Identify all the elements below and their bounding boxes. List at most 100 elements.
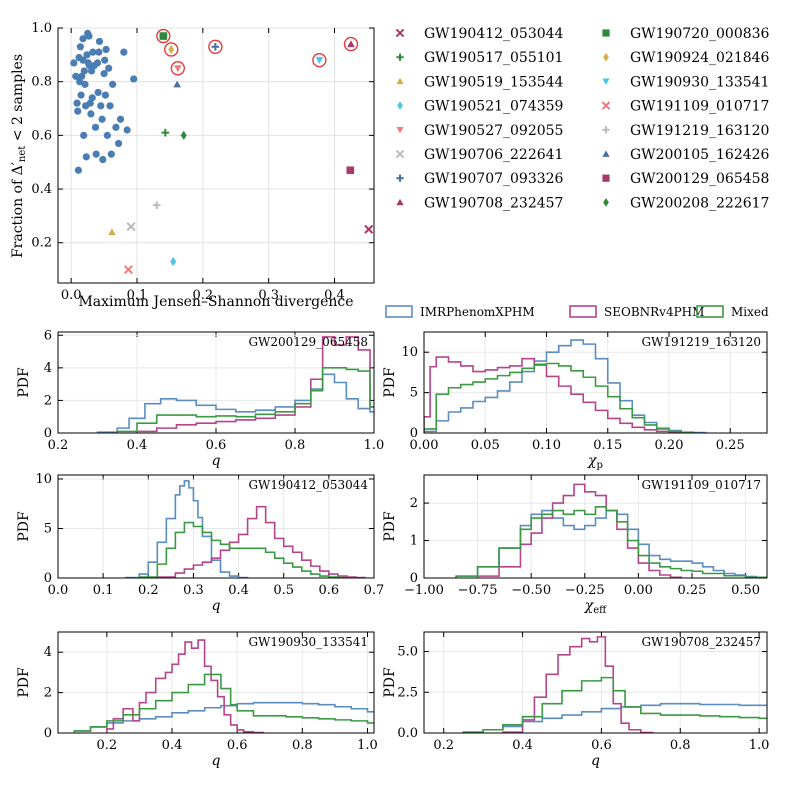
scatter-point: [100, 70, 108, 78]
highlight-ring: [156, 28, 171, 44]
scatter-point: [114, 139, 123, 148]
x-tick-label: 0.8: [285, 438, 306, 453]
scatter-point: [73, 99, 81, 107]
series-SEOBNRv4PHM: [136, 336, 374, 433]
y-axis-label: PDF: [16, 511, 32, 542]
scatter-point: [101, 91, 109, 99]
series-IMRPhenomXPHM: [124, 480, 249, 578]
legend-marker: [602, 150, 610, 157]
y-tick-label: 5: [410, 386, 418, 401]
scatter-y-axis-label: Fraction of Δ′net < 2 samples: [10, 54, 28, 258]
panel-frame: [57, 331, 375, 434]
scatter-x-tick-label: 0.0: [61, 288, 82, 303]
x-tick-label: 0.25: [716, 438, 745, 453]
scatter-y-tick-label: 0.6: [31, 128, 52, 143]
x-tick-label: −0.75: [458, 583, 498, 598]
x-tick-label: 0.10: [532, 438, 561, 453]
x-tick-label: 0.4: [512, 738, 533, 753]
series-IMRPhenomXPHM: [424, 339, 707, 433]
scatter-point: [95, 37, 104, 46]
scatter-point: [70, 59, 78, 67]
legend-marker: [396, 77, 404, 85]
series-SEOBNRv4PHM: [156, 505, 366, 578]
legend-marker: [602, 174, 610, 182]
x-tick-label: 1.0: [749, 738, 770, 753]
scatter-point: [76, 43, 84, 51]
highlight-ring: [208, 39, 223, 54]
event-marker: [126, 222, 136, 232]
legend-label: GW200105_162426: [630, 147, 770, 163]
scatter-point: [97, 102, 105, 110]
x-tick-label: 0.2: [138, 583, 159, 598]
scatter-point: [130, 75, 138, 83]
scatter-point: [99, 155, 107, 164]
scatter-x-tick-label: 0.3: [258, 288, 279, 303]
series-IMRPhenomXPHM: [73, 701, 374, 733]
event-marker: [346, 166, 355, 175]
y-tick-label: 0.0: [397, 726, 418, 741]
panel-frame: [423, 631, 768, 734]
scatter-point: [89, 48, 97, 56]
x-tick-label: 0.4: [127, 438, 148, 453]
panel-event-label: GW190412_053044: [248, 478, 368, 492]
scatter-point: [120, 48, 128, 56]
x-tick-label: 0.6: [319, 583, 340, 598]
y-tick-label: 2: [410, 496, 418, 511]
legend-marker: [396, 126, 404, 134]
y-axis-label: PDF: [16, 667, 32, 698]
scatter-point: [74, 107, 82, 115]
x-tick-label: 0.2: [48, 438, 69, 453]
y-tick-label: 2: [44, 393, 52, 408]
histogram-panel-2: 0.00 0.05 0.10 0.15 0.20 0.25 0 5 10 GW191219_163…: [382, 331, 768, 471]
x-axis-label: χeff: [584, 598, 607, 616]
y-tick-label: 5: [44, 521, 52, 536]
scatter-point: [79, 35, 87, 43]
panel-frame: [423, 331, 768, 434]
x-tick-label: 0.3: [183, 583, 204, 598]
legend-marker: [603, 198, 609, 207]
scatter-x-axis-label: Maximum Jensen–Shannon divergence: [78, 294, 353, 310]
series-Mixed: [462, 676, 767, 733]
y-tick-label: 5.0: [397, 645, 418, 660]
legend-label: GW200208_222617: [630, 195, 769, 211]
x-tick-label: 0.00: [410, 438, 439, 453]
legend-label: IMRPhenomXPHM: [420, 305, 535, 319]
scatter-point: [72, 72, 80, 80]
x-axis-label: χp: [587, 453, 603, 471]
x-tick-label: 0.4: [228, 583, 249, 598]
series-SEOBNRv4PHM: [502, 636, 654, 733]
x-tick-label: 0.8: [292, 738, 313, 753]
legend-label: GW191109_010717: [630, 99, 769, 115]
event-marker: [123, 265, 133, 275]
legend-marker: [601, 101, 611, 110]
series-SEOBNRv4PHM: [476, 483, 683, 578]
scatter-point: [80, 67, 88, 75]
highlight-ring: [343, 36, 359, 52]
legend-label: GW190720_000836: [630, 26, 770, 42]
series-IMRPhenomXPHM: [96, 373, 374, 433]
event-marker: [211, 42, 220, 51]
scatter-x-tick-label: 0.1: [127, 288, 148, 303]
y-tick-label: 4: [44, 645, 52, 660]
y-tick-label: 0: [44, 426, 52, 441]
scatter-point: [82, 153, 90, 161]
legend-marker: [602, 29, 610, 37]
legend-marker: [396, 198, 404, 206]
series-Mixed: [455, 506, 767, 578]
legend-swatch: [385, 305, 413, 318]
scatter-point: [94, 88, 102, 97]
legend-marker: [395, 149, 405, 159]
scatter-point: [87, 67, 96, 75]
scatter-point: [116, 115, 125, 123]
histogram-panel-4: −1.00 −0.75 −0.50 −0.25 0.00 0.25 0.50 0 1 2 GW191…: [382, 474, 768, 616]
scatter-point: [112, 123, 120, 131]
x-axis-label: q: [212, 753, 221, 769]
scatter-point: [91, 123, 100, 131]
legend-label: SEOBNRv4PHM: [604, 305, 704, 319]
x-tick-label: 0.6: [227, 738, 248, 753]
scatter-point: [74, 166, 83, 174]
legend-marker: [397, 101, 403, 110]
x-tick-label: 0.1: [93, 583, 114, 598]
